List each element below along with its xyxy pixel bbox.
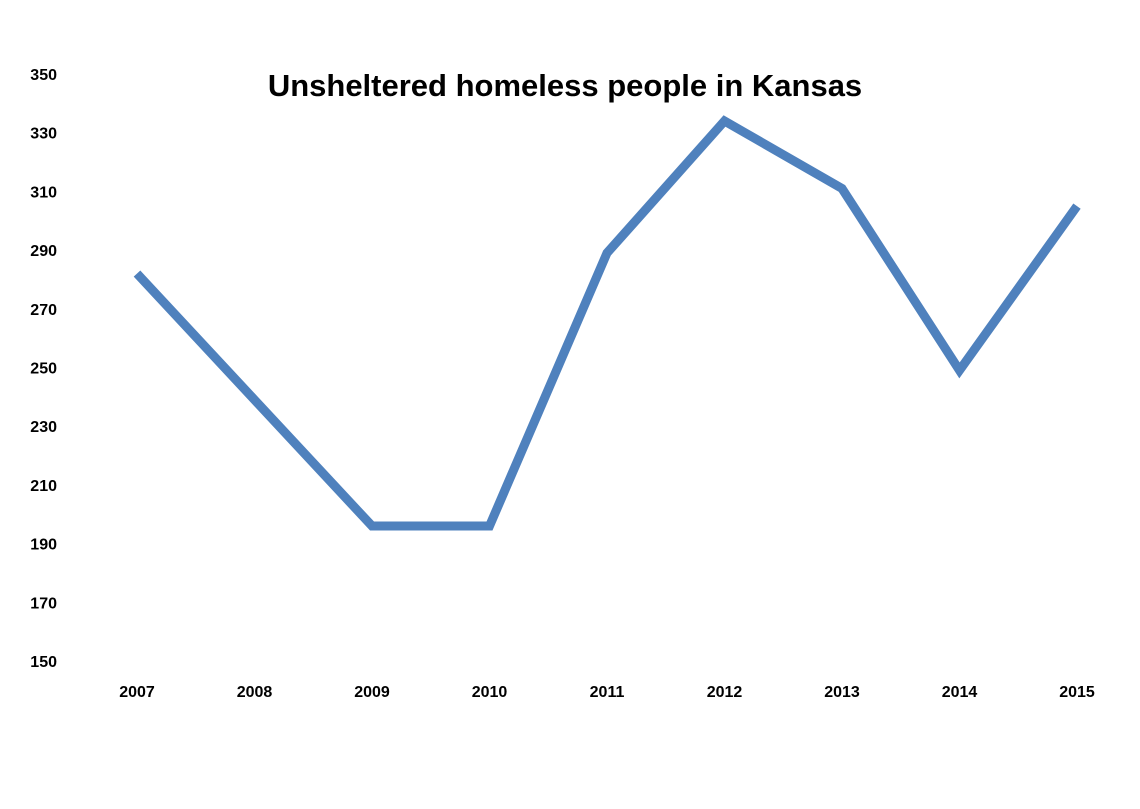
x-axis-tick-labels: 2007 2008 2009 2010 2011 2012 2013 2014 2015 xyxy=(119,684,1095,701)
series-line xyxy=(133,115,1081,531)
data-point xyxy=(838,184,846,192)
y-tick-label: 290 xyxy=(30,243,57,260)
y-tick-label: 350 xyxy=(30,67,57,84)
y-tick-label: 170 xyxy=(30,595,57,612)
x-tick-label: 2010 xyxy=(472,684,508,701)
y-tick-label: 310 xyxy=(30,184,57,201)
x-tick-label: 2011 xyxy=(590,684,625,701)
x-tick-label: 2015 xyxy=(1059,684,1095,701)
y-tick-label: 330 xyxy=(30,126,57,143)
x-tick-label: 2007 xyxy=(119,684,155,701)
x-tick-label: 2013 xyxy=(824,684,860,701)
data-point xyxy=(603,249,611,257)
x-tick-label: 2008 xyxy=(237,684,273,701)
data-point xyxy=(1073,202,1081,210)
x-tick-label: 2012 xyxy=(707,684,743,701)
y-tick-label: 250 xyxy=(30,361,57,378)
data-point xyxy=(721,117,729,125)
x-tick-label: 2014 xyxy=(942,684,978,701)
y-axis-tick-labels: 350 330 310 290 270 250 230 210 190 170 150 xyxy=(30,67,57,671)
chart-title: Unsheltered homeless people in Kansas xyxy=(267,68,863,103)
data-point xyxy=(368,522,376,530)
data-point xyxy=(486,522,494,530)
y-tick-label: 270 xyxy=(30,302,57,319)
data-point xyxy=(956,366,964,374)
x-tick-label: 2009 xyxy=(354,684,390,701)
series-group xyxy=(133,115,1081,531)
data-point xyxy=(251,396,259,404)
y-tick-label: 150 xyxy=(30,654,57,671)
y-tick-label: 210 xyxy=(30,478,57,495)
data-point xyxy=(133,270,141,278)
y-tick-label: 190 xyxy=(30,537,57,554)
y-tick-label: 230 xyxy=(30,419,57,436)
